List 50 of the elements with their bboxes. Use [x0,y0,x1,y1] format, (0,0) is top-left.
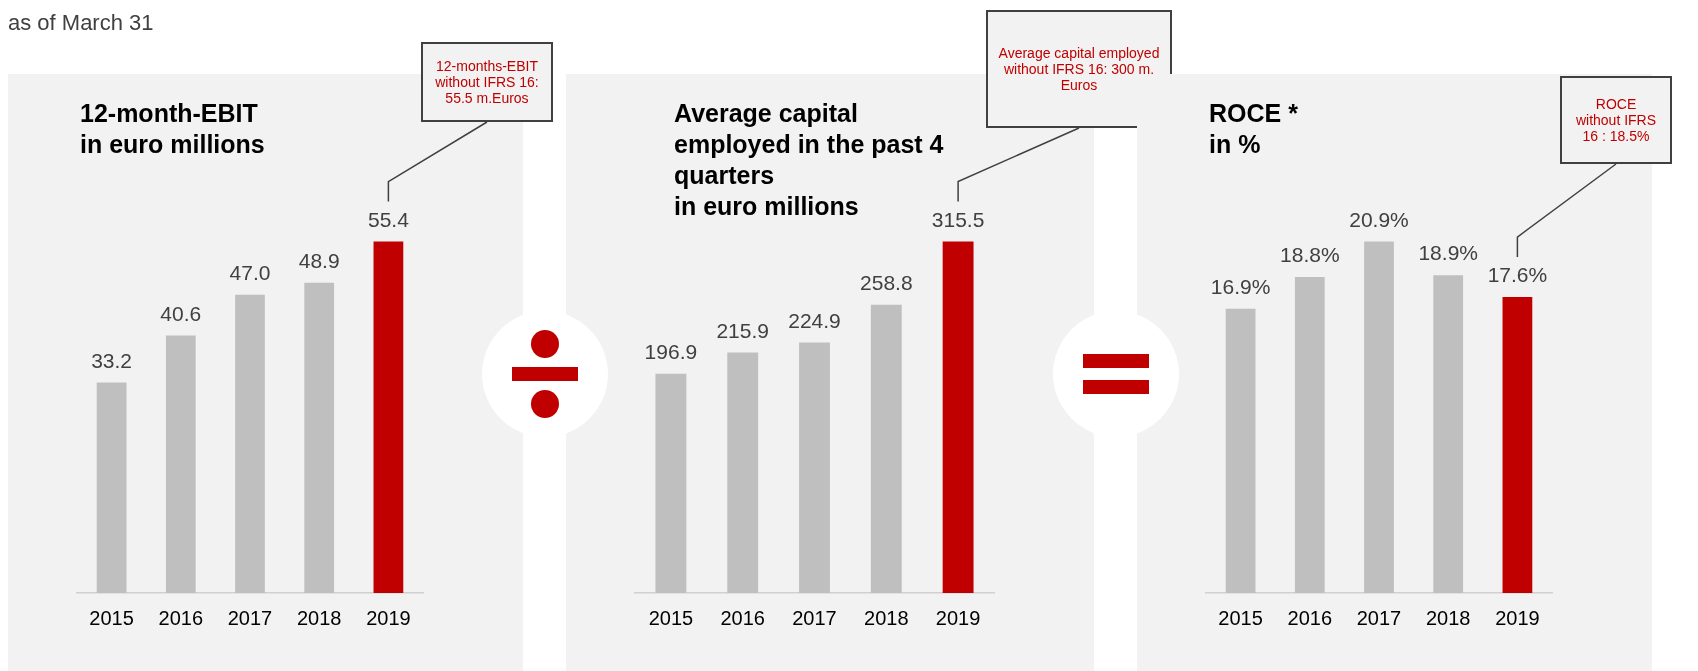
bar [165,335,196,593]
bar [1364,241,1394,593]
text: ROCE without IFRS 16 : 18.5% [1560,76,1672,164]
data-label: 16.9% [1210,275,1271,299]
x-tick-label: 2016 [1287,606,1333,629]
data-label: 258.8 [860,271,913,295]
data-label: 20.9% [1349,207,1409,231]
data-label: 215.9 [716,318,769,342]
x-tick-label: 2019 [935,606,981,629]
data-label: 40.6 [160,301,202,325]
chart-title: ROCE * in % [1209,98,1298,160]
data-label: 17.6% [1487,263,1548,287]
bar [870,304,902,593]
data-label: 18.9% [1418,241,1478,265]
bar [655,373,687,593]
bar [942,241,974,593]
data-label: 196.9 [644,339,698,363]
text: 12-months-EBIT without IFRS 16: 55.5 m.Euros [421,42,553,122]
x-tick-label: 2017 [792,606,837,629]
bar [727,352,759,593]
data-label: 47.0 [229,261,271,285]
chart-title: 12-month-EBIT in euro millions [80,98,265,160]
x-tick-label: 2019 [1495,606,1540,629]
data-label: 55.4 [367,207,410,231]
x-tick-label: 2017 [1356,606,1402,629]
x-tick-label: 2018 [1425,606,1471,629]
x-tick-label: 2015 [89,606,134,629]
x-tick-label: 2015 [1218,606,1263,629]
x-tick-label: 2016 [720,606,765,629]
bar [1294,276,1325,593]
data-label: 48.9 [298,249,340,273]
bar [235,294,265,593]
x-tick-label: 2019 [366,606,411,629]
bar [373,241,404,593]
data-label: 18.8% [1280,243,1340,267]
x-tick-label: 2017 [227,606,273,629]
bar [96,382,127,593]
bar [1433,275,1464,593]
bar [799,342,830,593]
bar [304,282,335,593]
x-tick-label: 2018 [864,606,909,629]
x-tick-label: 2016 [158,606,204,629]
data-label: 224.9 [788,308,841,332]
x-tick-label: 2015 [648,606,694,629]
chart-subtitle: as of March 31 [8,10,154,35]
bar [1502,297,1533,593]
bar [1225,308,1256,593]
text: Average capital employed without IFRS 16: 300 m. Euros [986,10,1172,128]
x-tick-label: 2018 [296,606,342,629]
data-label: 33.2 [91,348,133,372]
